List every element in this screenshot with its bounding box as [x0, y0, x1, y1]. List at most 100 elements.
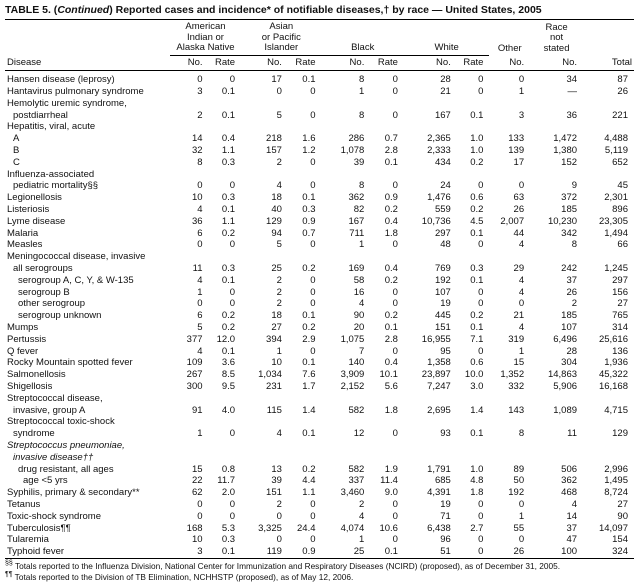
- cell-value: 1.2: [302, 145, 316, 157]
- cell-value: 29: [513, 263, 525, 275]
- cell-value: 218: [266, 133, 282, 145]
- disease-label: invasive disease††: [13, 451, 94, 463]
- cell-value: 89: [513, 463, 525, 475]
- cell-value: [209, 98, 242, 110]
- column-header-rate: Rate: [208, 55, 242, 72]
- cell-value: 0: [310, 345, 316, 357]
- cell-value: 25: [271, 263, 282, 275]
- cell-value: 0.1: [221, 345, 236, 357]
- column-header-no: No.: [169, 55, 209, 72]
- cell-value: 4: [197, 204, 203, 216]
- cell-value: 0: [310, 109, 316, 121]
- cell-value: 0.2: [384, 204, 398, 216]
- table-row: Toxic-shock syndrome 0 0 0 0 4 0 71 0 1 14 90: [5, 511, 634, 523]
- cell-value: [241, 98, 288, 110]
- column-header-rate: Rate: [287, 55, 322, 72]
- cell-value: [370, 169, 404, 181]
- cell-value: 4: [518, 286, 525, 298]
- cell-value: 23,305: [598, 215, 628, 227]
- cell-value: 4: [518, 322, 525, 334]
- cell-value: 4: [197, 345, 203, 357]
- disease-label: all serogroups: [13, 263, 73, 275]
- cell-value: 0.1: [470, 428, 484, 440]
- cell-value: 71: [440, 510, 451, 522]
- cell-value: 0: [276, 534, 282, 546]
- column-header-rate: Rate: [370, 55, 404, 72]
- cell-value: 18: [271, 310, 282, 322]
- cell-value: [241, 452, 288, 464]
- cell-value: 167: [434, 109, 451, 121]
- cell-value: 40: [271, 204, 282, 216]
- cell-value: [457, 251, 490, 263]
- cell-value: [288, 169, 322, 181]
- disease-label: invasive, group A: [13, 404, 86, 416]
- disease-label: Mumps: [7, 322, 39, 334]
- cell-value: 192: [434, 274, 451, 286]
- cell-value: 14,097: [598, 522, 628, 534]
- cell-value: 32: [191, 145, 203, 157]
- table-row: Streptococcal toxic-shock: [5, 416, 634, 428]
- cell-value: 20: [353, 322, 365, 334]
- cell-value: [404, 440, 457, 452]
- cell-value: 7: [359, 345, 365, 357]
- cell-value: 1.9: [384, 463, 398, 475]
- cell-value: 0: [392, 286, 398, 298]
- cell-value: 4: [197, 274, 203, 286]
- cell-value: 0.1: [384, 546, 398, 558]
- cell-value: 0.2: [302, 322, 316, 334]
- cell-value: 0.1: [302, 74, 316, 86]
- cell-value: 95: [440, 345, 451, 357]
- cell-value: 0.1: [470, 227, 484, 239]
- disease-label: Rocky Mountain spotted fever: [7, 357, 133, 369]
- table-row: invasive, group A 91 4.0 115 1.4 582 1.8 2,695 1…: [5, 405, 634, 417]
- cell-value: 0.6: [470, 192, 484, 204]
- cell-value: 11.4: [380, 475, 398, 487]
- table-row: Streptococcal disease,: [5, 393, 634, 405]
- cell-value: 4,488: [604, 133, 628, 145]
- disease-label: Tuberculosis¶¶: [7, 522, 71, 534]
- cell-value: 1,078: [340, 145, 365, 157]
- footnote-marker: ¶¶: [5, 570, 13, 578]
- cell-value: 21: [440, 86, 451, 98]
- cell-value: 0: [478, 239, 484, 251]
- cell-value: [489, 98, 530, 110]
- cell-value: 0: [310, 274, 316, 286]
- cell-value: 0: [229, 298, 236, 310]
- cell-value: [583, 452, 634, 464]
- cell-value: 87: [617, 74, 628, 86]
- cell-value: 11.7: [217, 475, 236, 487]
- cell-value: [530, 169, 583, 181]
- cell-value: 0: [478, 534, 484, 546]
- cell-value: [241, 169, 288, 181]
- cell-value: 129: [612, 428, 628, 440]
- cell-value: 10.6: [379, 522, 398, 534]
- cell-value: 0: [392, 428, 398, 440]
- cell-value: [288, 393, 322, 405]
- cell-value: 0: [478, 510, 484, 522]
- table-row: pediatric mortality§§ 0 0 4 0 8 0 24 0 0 9 45: [5, 180, 634, 192]
- cell-value: 314: [612, 322, 628, 334]
- cell-value: [583, 121, 634, 133]
- table-row: Listeriosis 4 0.1 40 0.3 82 0.2 559 0.2 26 185 896: [5, 204, 634, 216]
- cell-value: 28: [440, 74, 451, 86]
- cell-value: 12: [353, 428, 365, 440]
- cell-value: 4: [518, 274, 525, 286]
- cell-value: 14: [566, 510, 578, 522]
- cell-value: 115: [266, 404, 282, 416]
- cell-value: 5: [276, 109, 282, 121]
- cell-value: 151: [266, 487, 282, 499]
- cell-value: 765: [612, 310, 628, 322]
- cell-value: 5,906: [553, 381, 578, 393]
- cell-value: [583, 251, 634, 263]
- cell-value: 0: [478, 546, 484, 558]
- cell-value: 0.1: [302, 357, 316, 369]
- table-row: C 8 0.3 2 0 39 0.1 434 0.2 17 152 652: [5, 157, 634, 169]
- cell-value: [404, 251, 457, 263]
- cell-value: 342: [561, 227, 578, 239]
- cell-value: [322, 169, 371, 181]
- cell-value: 82: [353, 204, 365, 216]
- cell-value: 14,863: [547, 369, 578, 381]
- disease-label: C: [13, 156, 20, 168]
- cell-value: 4.0: [221, 404, 236, 416]
- cell-value: 1.0: [470, 463, 484, 475]
